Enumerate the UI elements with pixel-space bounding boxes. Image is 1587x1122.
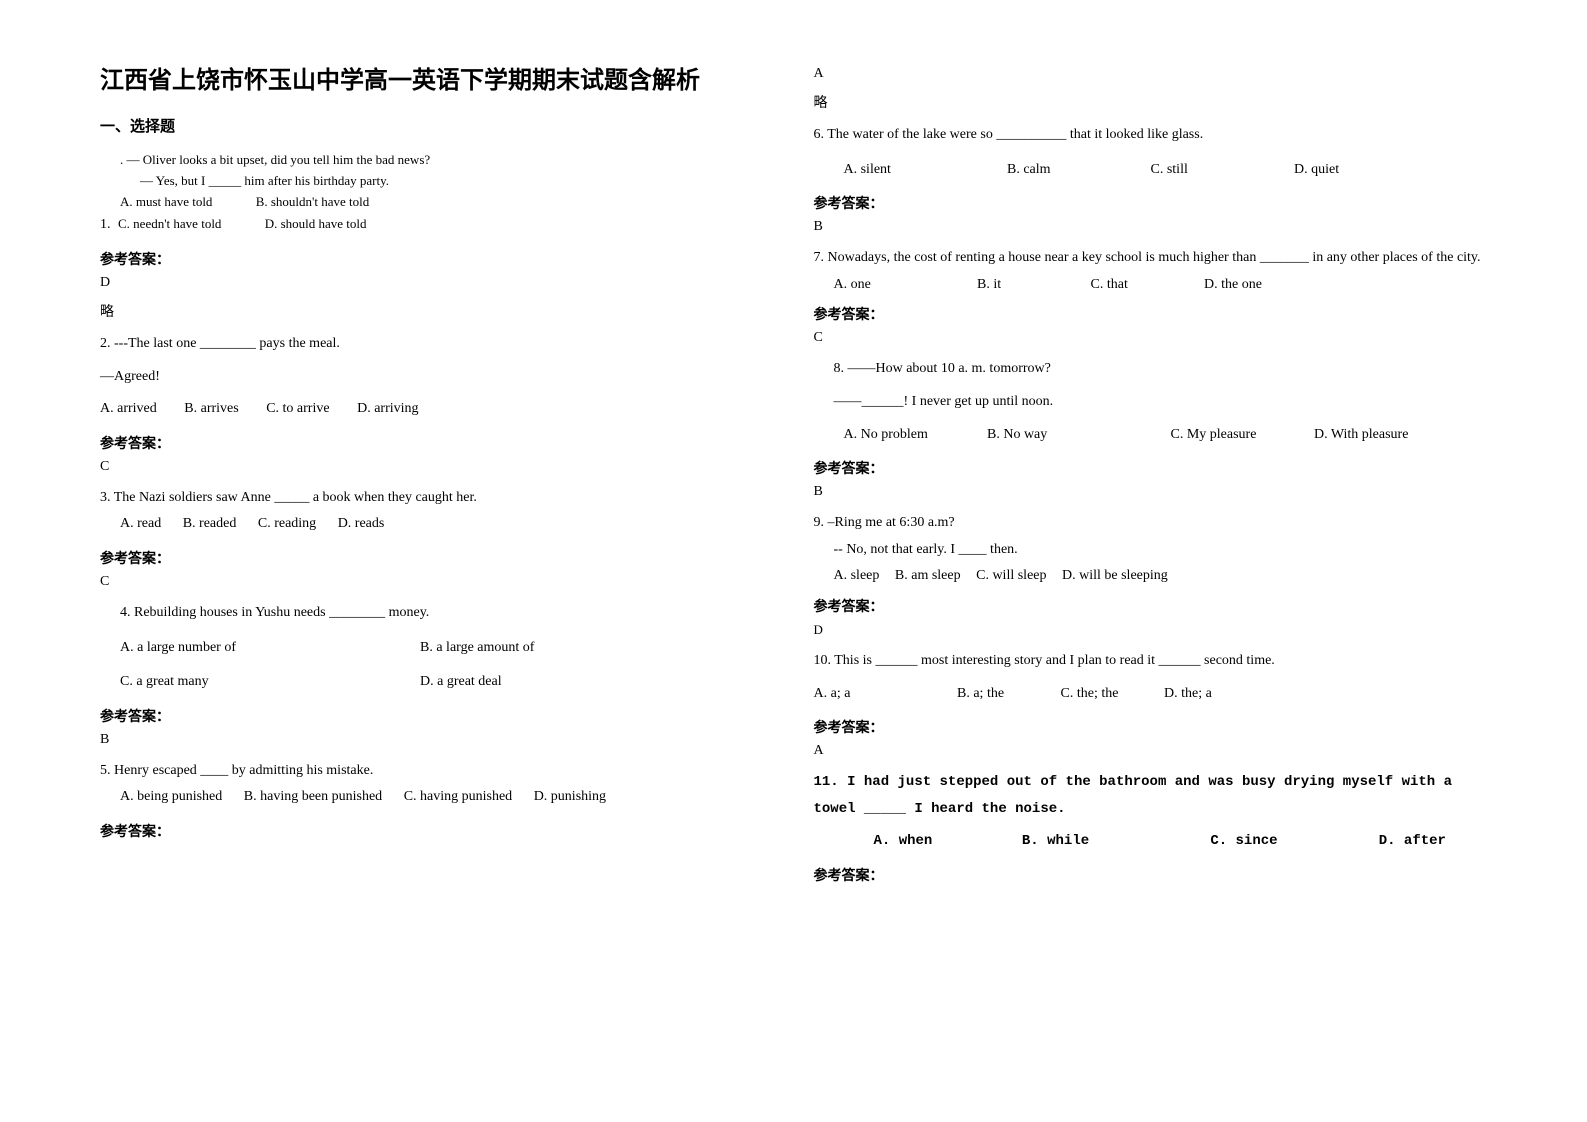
q8-line2: ——______! I never get up until noon. [834,389,1488,416]
q9-opt-a: A. sleep [834,563,880,590]
q3-opt-d: D. reads [338,511,385,538]
q1-answer: D [100,275,774,291]
q10-stem: 10. This is ______ most interesting stor… [814,648,1488,675]
answer-label: 参考答案： [100,821,774,841]
question-1: . — Oliver looks a bit upset, did you te… [100,150,774,239]
q1-line2: — Yes, but I _____ him after his birthda… [140,171,774,192]
left-column: 江西省上饶市怀玉山中学高一英语下学期期末试题含解析 一、选择题 . — Oliv… [80,60,794,1062]
q9-answer: D [814,622,1488,638]
answer-label: 参考答案： [814,865,1488,885]
q1-opt-a: A. must have told [120,192,212,213]
answer-label: 参考答案： [814,596,1488,616]
q10-opt-d: D. the; a [1164,681,1212,708]
q3-answer: C [100,574,774,590]
q7-opt-c: C. that [1091,272,1201,299]
q7-opt-b: B. it [977,272,1087,299]
q8-line1: 8. ——How about 10 a. m. tomorrow? [834,356,1488,383]
q10-answer: A [814,743,1488,759]
q5-opt-a: A. being punished [120,784,222,811]
q7-opt-a: A. one [834,272,974,299]
q11-opt-c: C. since [1210,828,1370,855]
q6-answer: B [814,219,1488,235]
section-heading: 一、选择题 [100,115,774,136]
answer-label: 参考答案： [814,304,1488,324]
q4-opt-b: B. a large amount of [420,635,534,662]
q6-opt-a: A. silent [844,157,1004,184]
question-9: 9. –Ring me at 6:30 a.m? -- No, not that… [814,510,1488,590]
q2-opt-d: D. arriving [357,396,418,423]
q2-opt-a: A. arrived [100,396,157,423]
answer-label: 参考答案： [100,249,774,269]
q9-line1: 9. –Ring me at 6:30 a.m? [814,510,1488,537]
q8-opt-d: D. With pleasure [1314,422,1408,449]
q5-stem: 5. Henry escaped ____ by admitting his m… [100,758,774,785]
q4-opt-d: D. a great deal [420,669,502,696]
question-11: 11. I had just stepped out of the bathro… [814,769,1488,822]
question-6: 6. The water of the lake were so _______… [814,122,1488,183]
q6-opt-b: B. calm [1007,157,1147,184]
question-10: 10. This is ______ most interesting stor… [814,648,1488,675]
question-4: 4. Rebuilding houses in Yushu needs ____… [120,600,774,696]
q8-opt-a: A. No problem [844,422,984,449]
q9-opt-b: B. am sleep [895,563,961,590]
q4-stem: 4. Rebuilding houses in Yushu needs ____… [120,600,774,627]
q3-stem: 3. The Nazi soldiers saw Anne _____ a bo… [100,485,774,512]
q4-opt-c: C. a great many [120,669,420,696]
omit-text: 略 [814,92,1488,112]
q2-opt-b: B. arrives [184,396,238,423]
q10-opt-b: B. a; the [957,681,1057,708]
question-7: 7. Nowadays, the cost of renting a house… [814,245,1488,298]
answer-label: 参考答案： [814,717,1488,737]
question-3: 3. The Nazi soldiers saw Anne _____ a bo… [100,485,774,538]
q2-answer: C [100,459,774,475]
question-5: 5. Henry escaped ____ by admitting his m… [100,758,774,811]
q5-opt-c: C. having punished [404,784,513,811]
q2-line2: —Agreed! [100,364,774,391]
q5-opt-d: D. punishing [534,784,606,811]
question-2: 2. ---The last one ________ pays the mea… [100,331,774,358]
q7-stem: 7. Nowadays, the cost of renting a house… [814,245,1488,272]
answer-label: 参考答案： [100,548,774,568]
q11-opt-b: B. while [1022,828,1202,855]
q2-stem: 2. ---The last one ________ pays the mea… [100,331,774,358]
q3-opt-a: A. read [120,511,161,538]
q1-opt-b: B. shouldn't have told [256,192,370,213]
q6-opt-d: D. quiet [1294,157,1339,184]
q4-answer: B [100,732,774,748]
q1-opt-d: D. should have told [265,214,367,235]
document-title: 江西省上饶市怀玉山中学高一英语下学期期末试题含解析 [100,60,774,95]
answer-label: 参考答案： [100,433,774,453]
q8-answer: B [814,484,1488,500]
q9-opt-c: C. will sleep [976,563,1046,590]
q11-stem: 11. I had just stepped out of the bathro… [814,769,1488,822]
right-column: A 略 6. The water of the lake were so ___… [794,60,1508,1062]
q6-stem: 6. The water of the lake were so _______… [814,122,1488,149]
q3-opt-c: C. reading [258,511,316,538]
q6-opt-c: C. still [1151,157,1291,184]
q11-opt-d: D. after [1379,828,1446,855]
answer-label: 参考答案： [100,706,774,726]
q2-opt-c: C. to arrive [266,396,329,423]
q8-opt-c: C. My pleasure [1171,422,1311,449]
question-8: 8. ——How about 10 a. m. tomorrow? [834,356,1488,383]
page-container: 江西省上饶市怀玉山中学高一英语下学期期末试题含解析 一、选择题 . — Oliv… [0,0,1587,1122]
q1-opt-c: C. needn't have told [118,214,221,235]
q10-opt-c: C. the; the [1061,681,1161,708]
q4-opt-a: A. a large number of [120,635,420,662]
q5-answer: A [814,66,1488,82]
q1-number: 1. [100,217,111,232]
answer-label: 参考答案： [814,458,1488,478]
q7-answer: C [814,330,1488,346]
q11-opt-a: A. when [874,828,1014,855]
q9-opt-d: D. will be sleeping [1062,563,1168,590]
q1-line1: . — Oliver looks a bit upset, did you te… [120,150,774,171]
q3-opt-b: B. readed [183,511,237,538]
q9-line2: -- No, not that early. I ____ then. [834,537,1488,564]
omit-text: 略 [100,301,774,321]
q5-opt-b: B. having been punished [244,784,382,811]
q10-opt-a: A. a; a [814,681,954,708]
q8-opt-b: B. No way [987,422,1167,449]
answer-label: 参考答案： [814,193,1488,213]
q7-opt-d: D. the one [1204,272,1262,299]
